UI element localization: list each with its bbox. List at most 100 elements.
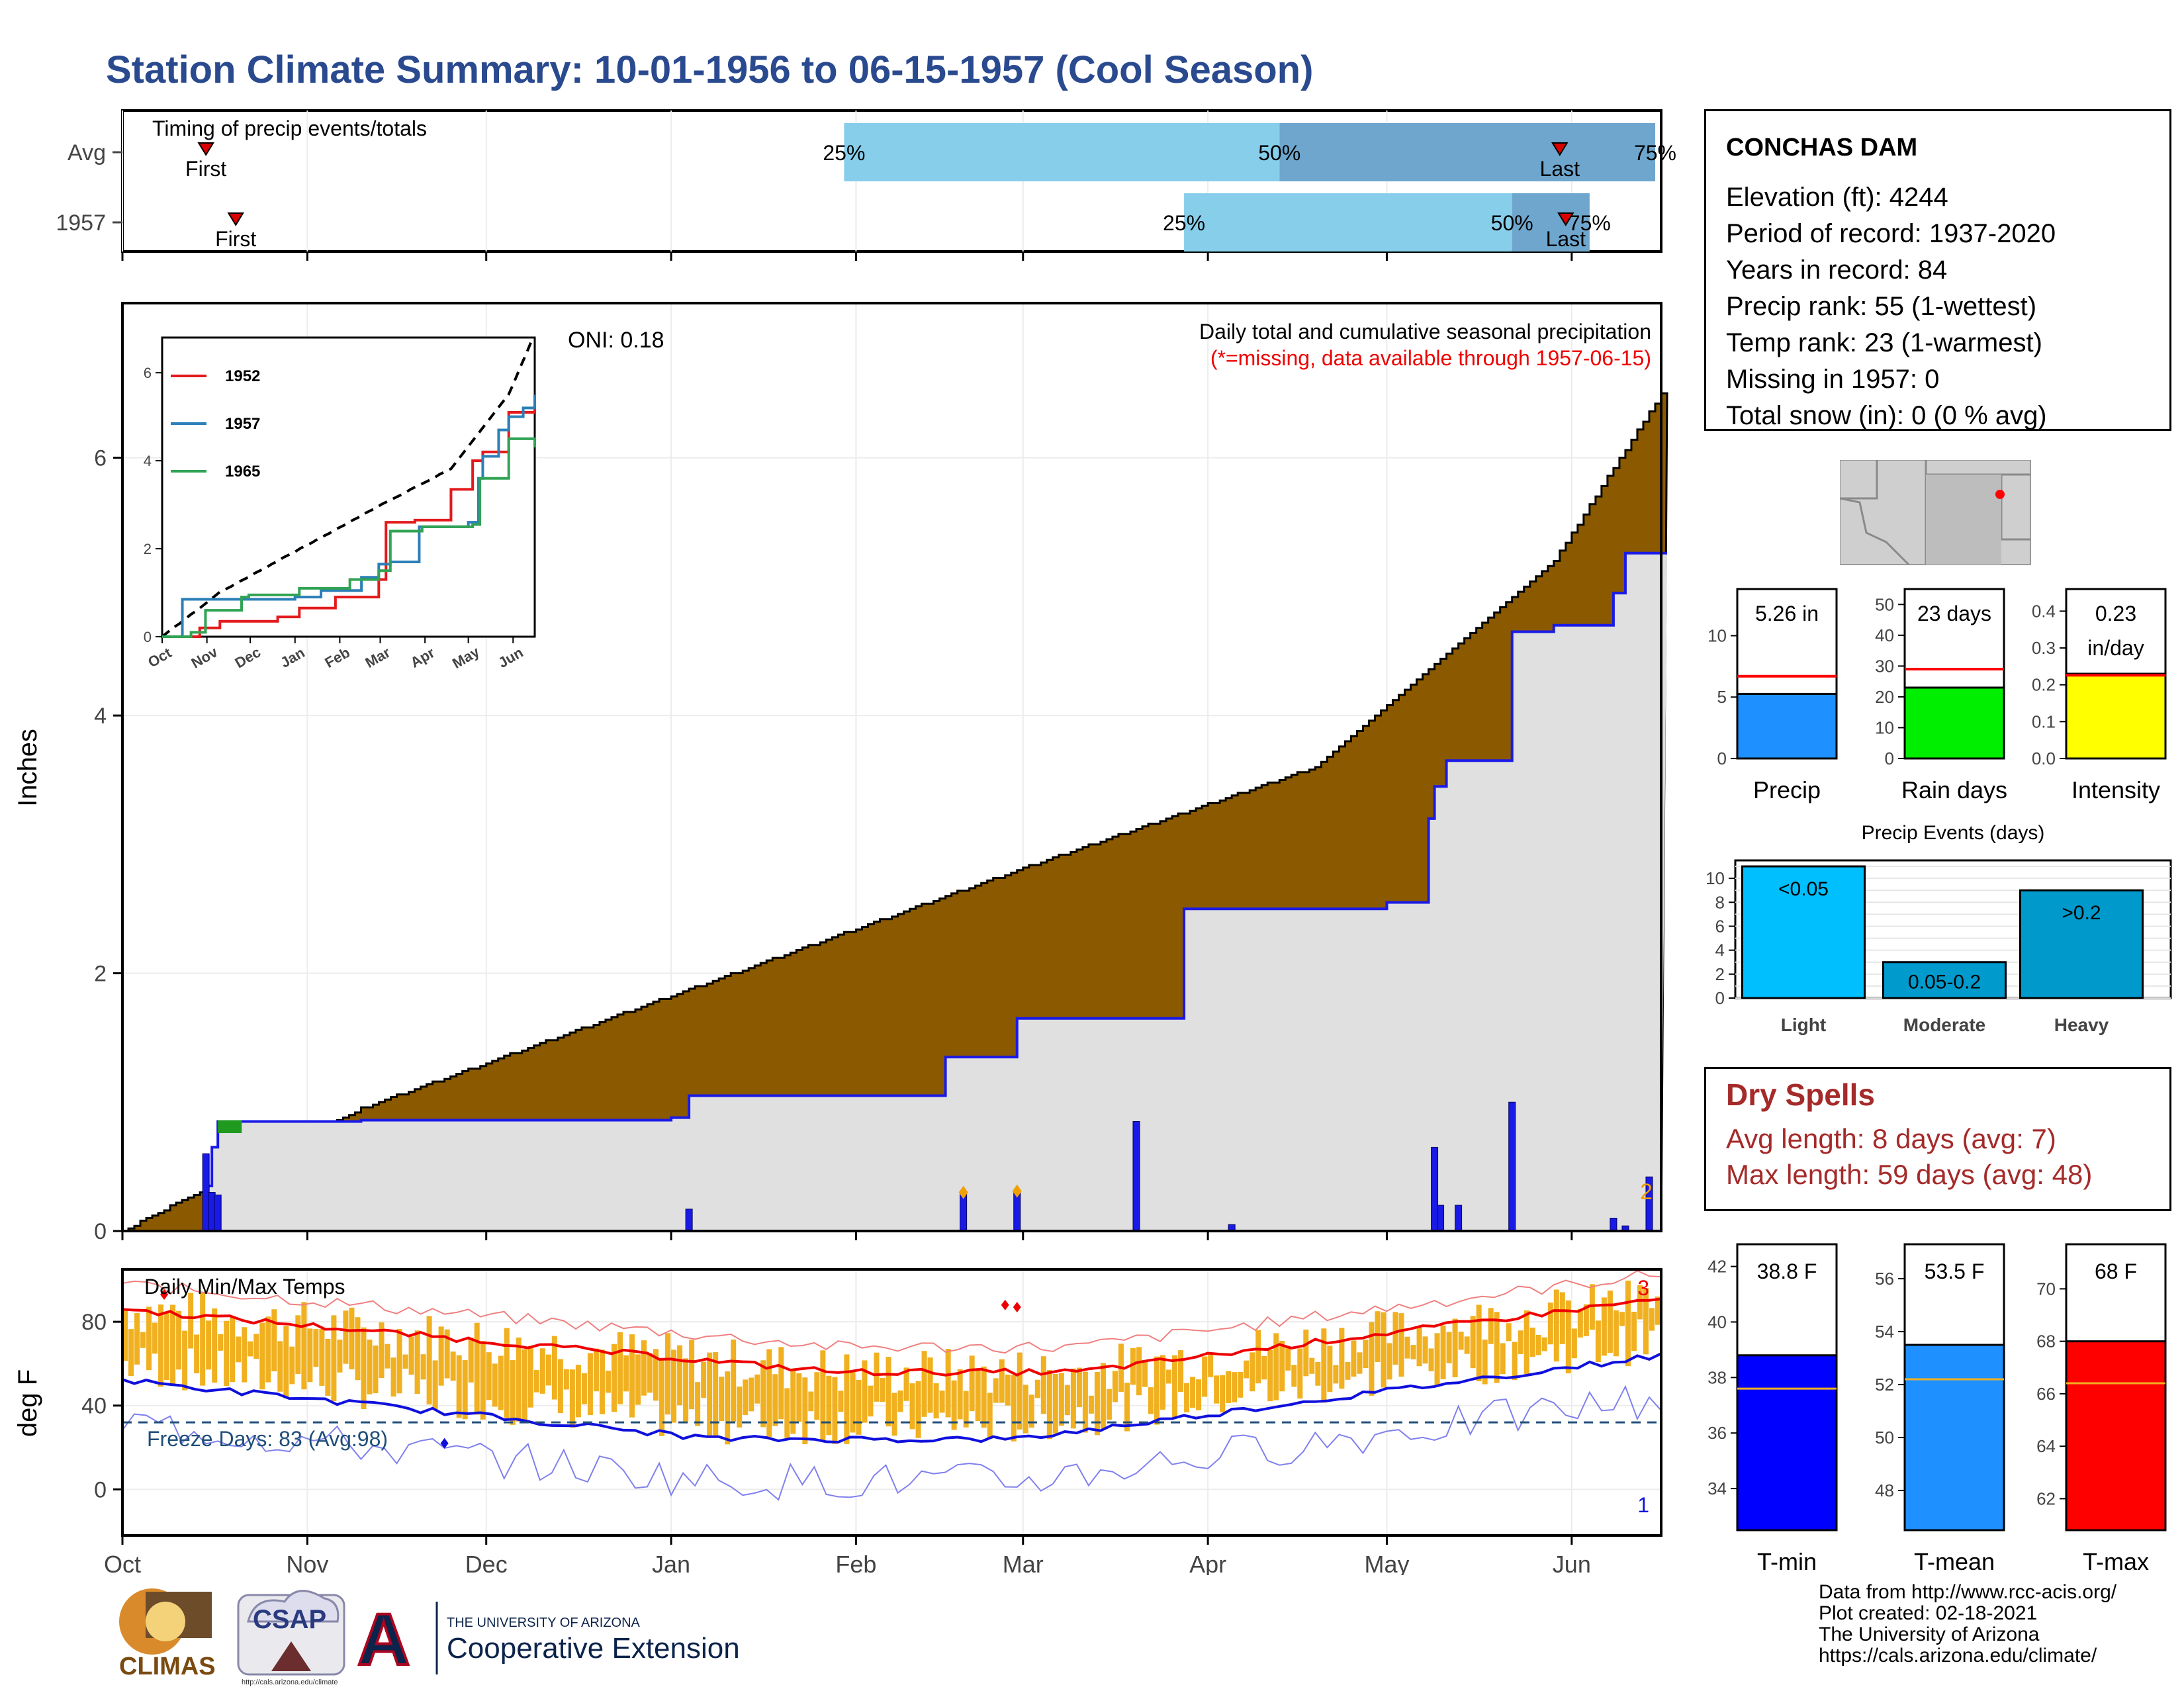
daily-temp-bar bbox=[1023, 1385, 1028, 1434]
freeze-days-label: Freeze Days: 83 (Avg:98) bbox=[147, 1427, 388, 1451]
daily-temp-bar bbox=[778, 1347, 784, 1420]
station-years: Years in record: 84 bbox=[1726, 255, 1948, 285]
small-bar-value bbox=[1903, 686, 2005, 760]
events-tick-label: 0 bbox=[1715, 988, 1725, 1008]
precip-y-tick-label: 2 bbox=[94, 962, 107, 987]
daily-temp-bar bbox=[164, 1312, 170, 1381]
small-bar-value-text: 5.26 in bbox=[1755, 602, 1819, 625]
daily-temp-bar bbox=[641, 1340, 647, 1396]
daily-temp-bar bbox=[772, 1374, 778, 1426]
daily-temp-bar bbox=[331, 1315, 337, 1402]
daily-precip-bar bbox=[208, 1192, 216, 1232]
logo-strip: CLIMAS CSAP http://cals.arizona.edu/clim… bbox=[106, 1575, 768, 1691]
daily-precip-bar bbox=[1437, 1205, 1445, 1232]
small-bar-value-unit: in/day bbox=[2087, 636, 2144, 660]
small-bar-tick-label: 0.2 bbox=[2032, 675, 2056, 695]
daily-temp-bar bbox=[689, 1340, 695, 1410]
events-bar-label: 0.05-0.2 bbox=[1908, 972, 1981, 993]
missing-marker bbox=[1012, 1184, 1022, 1198]
daily-temp-bar bbox=[1232, 1372, 1238, 1402]
daily-temp-bar bbox=[707, 1352, 713, 1438]
small-bar-tick-label: 40 bbox=[1875, 625, 1894, 645]
daily-temp-bar bbox=[212, 1308, 218, 1383]
small-bar-tick-label: 0.1 bbox=[2032, 711, 2056, 731]
events-title: Precip Events (days) bbox=[1862, 822, 2045, 844]
ua-big-text: Cooperative Extension bbox=[447, 1632, 740, 1665]
min-count-label: 1 bbox=[1637, 1493, 1649, 1517]
temp-bar-value-text: 68 F bbox=[2095, 1259, 2137, 1283]
daily-temp-bar bbox=[671, 1349, 677, 1423]
temp-bar-tick-label: 70 bbox=[2036, 1279, 2056, 1299]
temp-y-axis-label: deg F bbox=[13, 1369, 42, 1437]
daily-temp-bar bbox=[743, 1379, 749, 1416]
daily-precip-bar bbox=[685, 1209, 693, 1232]
daily-temp-bar bbox=[1309, 1357, 1315, 1374]
daily-temp-bar bbox=[301, 1302, 307, 1390]
daily-temp-bar bbox=[1416, 1326, 1422, 1367]
daily-temp-bar bbox=[1034, 1379, 1040, 1398]
daily-temp-bar bbox=[271, 1309, 277, 1371]
daily-temp-bar bbox=[868, 1385, 874, 1417]
daily-temp-bar bbox=[379, 1322, 385, 1379]
temp-x-tick-label: Nov bbox=[286, 1551, 328, 1575]
daily-temp-bar bbox=[361, 1327, 367, 1410]
events-category-label: Light bbox=[1781, 1015, 1826, 1035]
inset-y-tick-label: 6 bbox=[144, 365, 152, 381]
daily-temp-bar bbox=[224, 1320, 230, 1387]
events-tick-label: 4 bbox=[1715, 940, 1725, 960]
daily-temp-bar bbox=[737, 1386, 743, 1428]
daily-temp-bar bbox=[903, 1367, 909, 1401]
temp-bar-label: T-mean bbox=[1914, 1548, 1995, 1575]
temp-bar-tick-label: 38 bbox=[1707, 1367, 1727, 1387]
daily-temp-bar bbox=[188, 1293, 194, 1349]
daily-temp-bar bbox=[1172, 1355, 1178, 1419]
oni-label: ONI: 0.18 bbox=[568, 328, 664, 353]
daily-temp-bar bbox=[551, 1336, 557, 1400]
daily-temp-bar bbox=[1541, 1337, 1547, 1351]
temp-y-tick-label: 80 bbox=[81, 1310, 107, 1335]
timing-p50-label: 50% bbox=[1258, 141, 1300, 165]
precip-panel: 0 2 4 6 Inches Daily total and cumulative sea… bbox=[13, 302, 1668, 1244]
daily-temp-bar bbox=[844, 1354, 850, 1444]
small-bar-tick-label: 30 bbox=[1875, 656, 1894, 676]
daily-temp-bar bbox=[504, 1328, 510, 1418]
daily-precip-bar bbox=[202, 1153, 210, 1232]
daily-temp-bar bbox=[218, 1334, 224, 1351]
daily-temp-bar bbox=[1244, 1360, 1250, 1379]
daily-temp-bar bbox=[1028, 1394, 1034, 1428]
first-marker bbox=[197, 142, 214, 156]
events-category-label: Moderate bbox=[1903, 1015, 1985, 1035]
last-marker bbox=[1551, 142, 1569, 156]
daily-temp-bar bbox=[480, 1341, 486, 1420]
daily-temp-bar bbox=[468, 1338, 474, 1383]
small-bar-value-text: 0.23 bbox=[2095, 602, 2136, 625]
precip-title-line2: (*=missing, data available through 1957-… bbox=[1210, 346, 1651, 370]
daily-temp-bar bbox=[176, 1310, 182, 1370]
daily-temp-bar bbox=[683, 1358, 689, 1422]
events-bar-label: <0.05 bbox=[1778, 878, 1829, 900]
daily-temp-bar bbox=[766, 1349, 772, 1438]
daily-temp-bar bbox=[587, 1353, 593, 1416]
temp-y-tick-label: 0 bbox=[94, 1477, 107, 1502]
timing-p25-label: 25% bbox=[1163, 211, 1205, 235]
daily-temp-bar bbox=[862, 1360, 868, 1423]
inset-series-line bbox=[162, 394, 536, 638]
events-bar-label: >0.2 bbox=[2062, 902, 2101, 924]
daily-temp-bar bbox=[1512, 1342, 1518, 1380]
daily-temp-bar bbox=[981, 1366, 987, 1428]
daily-temp-bar bbox=[1392, 1312, 1398, 1365]
temp-bar-value-text: 53.5 F bbox=[1925, 1259, 1985, 1283]
temp-y-tick-label: 40 bbox=[81, 1394, 107, 1419]
daily-temp-bar bbox=[814, 1372, 820, 1420]
daily-temp-bar bbox=[1267, 1349, 1273, 1402]
csap-logo: CSAP http://cals.arizona.edu/climate bbox=[237, 1590, 345, 1686]
timing-row-label: 1957 bbox=[56, 210, 106, 236]
daily-temp-bar bbox=[456, 1355, 462, 1418]
small-bar-value bbox=[2065, 672, 2167, 760]
daily-temp-bar bbox=[1106, 1389, 1112, 1420]
temp-x-tick-label: Feb bbox=[835, 1551, 876, 1575]
daily-temp-bar bbox=[1178, 1350, 1184, 1392]
daily-temp-bar bbox=[420, 1354, 426, 1380]
last-label: Last bbox=[1540, 157, 1580, 181]
temp-frame bbox=[121, 1268, 1662, 1537]
